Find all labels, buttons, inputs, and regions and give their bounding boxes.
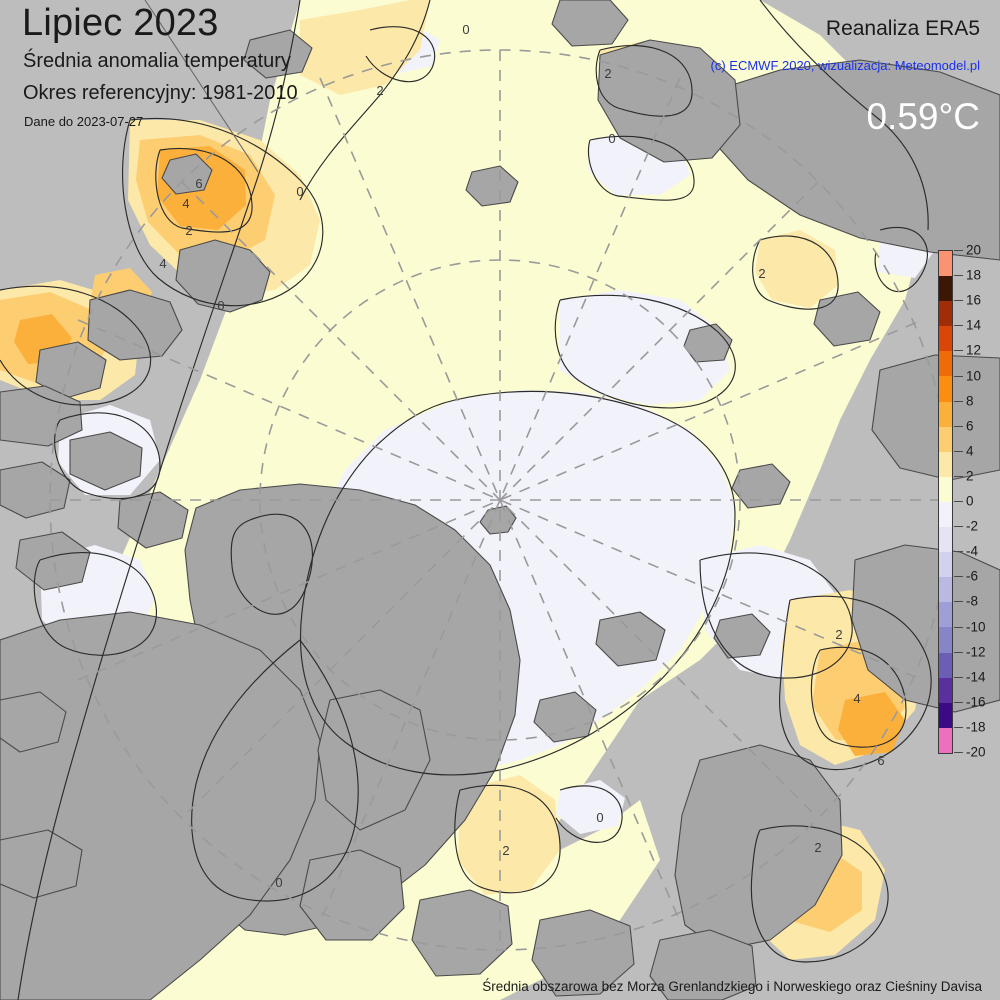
colorbar-swatch [939, 351, 952, 377]
colorbar-tick [954, 726, 963, 728]
colorbar-tick [954, 626, 963, 628]
colorbar-swatch [939, 426, 952, 452]
colorbar-tick [954, 526, 963, 528]
contour-label: 0 [596, 810, 603, 825]
contour-lines [0, 0, 932, 1000]
subtitle-anomaly: Średnia anomalia temperatury [23, 50, 291, 72]
colorbar-tick [954, 676, 963, 678]
colorbar-swatch [939, 476, 952, 502]
contour-label: 0 [296, 184, 303, 199]
colorbar-tick-label: -12 [966, 644, 986, 660]
subtitle-reference: Okres referencyjny: 1981-2010 [23, 82, 298, 104]
data-updated-label: Dane do 2023-07-27 [24, 114, 144, 129]
title-leader-line [144, 0, 259, 173]
colorbar-tick-label: 10 [966, 368, 982, 383]
colorbar-swatch [939, 627, 952, 653]
contour-label: 4 [182, 196, 189, 211]
colorbar-swatch [939, 276, 952, 302]
colorbar-tick-label: 4 [966, 443, 974, 459]
colorbar-swatch [939, 677, 952, 703]
colorbar-swatch [939, 326, 952, 352]
colorbar-tick [954, 300, 963, 302]
contour-label: 2 [814, 840, 821, 855]
contour-label: 0 [275, 875, 282, 890]
contour-label: 4 [853, 691, 860, 706]
contour-label: 2 [185, 223, 192, 238]
contour-label: 4 [159, 256, 166, 271]
colorbar-tick-label: 20 [966, 242, 982, 258]
colorbar-tick-label: 6 [966, 418, 974, 434]
colorbar-tick [954, 400, 963, 402]
colorbar-swatch [939, 552, 952, 578]
colorbar-tick [954, 275, 963, 277]
colorbar-swatch [939, 451, 952, 477]
colorbar-swatch [939, 376, 952, 402]
colorbar-tick-label: -8 [966, 593, 979, 609]
colorbar-tick-label: 18 [966, 267, 982, 283]
attribution-link[interactable]: (c) ECMWF 2020, wizualizacja: Meteomodel… [710, 58, 980, 73]
colorbar-swatch [939, 251, 952, 277]
colorbar-tick [954, 325, 963, 327]
colorbar-tick-label: 12 [966, 342, 982, 358]
colorbar-tick-label: -14 [966, 669, 986, 685]
colorbar-tick-label: -6 [966, 568, 979, 584]
colorbar-tick [954, 601, 963, 603]
colorbar-tick [954, 375, 963, 377]
contour-label: 6 [195, 176, 202, 191]
colorbar-tick-label: -4 [966, 543, 979, 559]
colorbar-tick-label: -16 [966, 694, 986, 710]
colorbar[interactable] [938, 250, 953, 754]
colorbar-swatch [939, 301, 952, 327]
colorbar-swatch [939, 602, 952, 628]
colorbar-tick [954, 576, 963, 578]
colorbar-tick-label: 2 [966, 468, 974, 484]
contour-label: 0 [608, 131, 615, 146]
colorbar-swatch [939, 527, 952, 553]
colorbar-tick [954, 250, 963, 251]
contour-label: 2 [835, 627, 842, 642]
contour-label: 2 [376, 83, 383, 98]
reanalysis-label: Reanaliza ERA5 [825, 17, 980, 40]
page-title: Lipiec 2023 [22, 2, 219, 44]
colorbar-swatch [939, 727, 952, 753]
colorbar-tick [954, 425, 963, 427]
colorbar-tick [954, 701, 963, 703]
colorbar-tick [954, 350, 963, 352]
colorbar-tick [954, 752, 963, 753]
colorbar-tick-label: -20 [966, 744, 986, 760]
colorbar-tick [954, 651, 963, 653]
contour-label: 2 [604, 66, 611, 81]
contour-label: 0 [462, 22, 469, 37]
footer-note: Średnia obszarowa bez Morza Grenlandzkie… [482, 979, 982, 994]
contour-label: 0 [217, 298, 224, 313]
colorbar-tick-label: -2 [966, 518, 979, 534]
colorbar-tick-label: -10 [966, 619, 986, 634]
colorbar-swatch [939, 577, 952, 603]
colorbar-swatch [939, 702, 952, 728]
colorbar-tick [954, 475, 963, 477]
colorbar-swatch [939, 652, 952, 678]
contour-label: 2 [502, 843, 509, 858]
colorbar-tick-label: 0 [966, 493, 974, 509]
contour-label: 6 [877, 753, 884, 768]
colorbar-tick-label: 16 [966, 292, 982, 308]
colorbar-tick-label: 8 [966, 393, 974, 409]
colorbar-tick-label: -18 [966, 719, 986, 735]
colorbar-tick-label: 14 [966, 317, 982, 333]
colorbar-swatch [939, 401, 952, 427]
colorbar-tick [954, 450, 963, 452]
anomaly-value: 0.59°C [866, 96, 980, 137]
colorbar-tick [954, 551, 963, 553]
colorbar-swatch [939, 501, 952, 528]
colorbar-tick [954, 501, 963, 502]
contour-label: 2 [758, 266, 765, 281]
